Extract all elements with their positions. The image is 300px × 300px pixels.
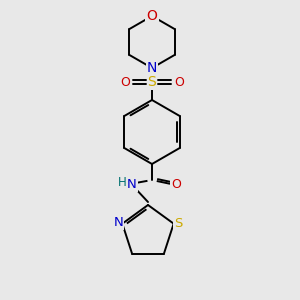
Text: N: N [127, 178, 137, 190]
Text: N: N [147, 61, 157, 75]
Text: O: O [120, 76, 130, 88]
Text: N: N [113, 216, 123, 229]
Text: S: S [148, 75, 156, 89]
Text: O: O [147, 9, 158, 23]
Text: H: H [118, 176, 126, 190]
Text: O: O [174, 76, 184, 88]
Text: S: S [175, 217, 183, 230]
Text: O: O [171, 178, 181, 190]
